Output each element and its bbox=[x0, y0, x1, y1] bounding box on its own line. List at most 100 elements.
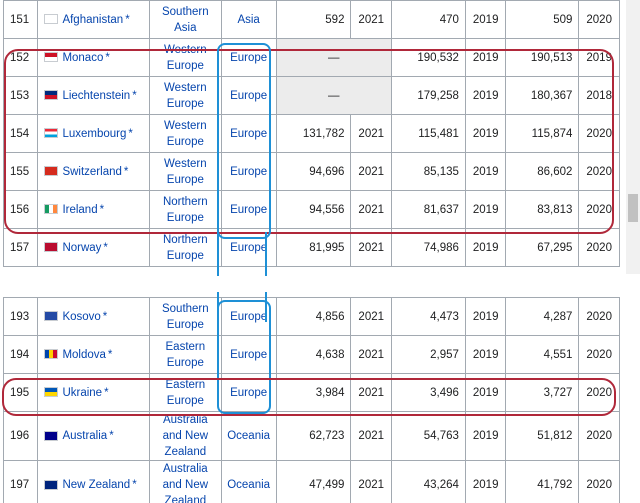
continent-link[interactable]: Oceania bbox=[220, 411, 277, 461]
country-cell[interactable]: Luxembourg * bbox=[37, 114, 150, 153]
gdp-table-top: 151 Afghanistan * Southern Asia Asia 592 2021 4… bbox=[2, 0, 620, 267]
country-cell[interactable]: Monaco * bbox=[37, 38, 150, 77]
ireland-flag-icon bbox=[44, 204, 59, 215]
country-link[interactable]: Luxembourg bbox=[62, 127, 127, 140]
gdp-value-2: 470 bbox=[390, 0, 466, 39]
table-row: 197 New Zealand * Australia and New Zealand… bbox=[2, 460, 620, 503]
switzerland-flag-icon bbox=[44, 166, 59, 177]
subregion-link[interactable]: Western Europe bbox=[148, 114, 222, 153]
gdp-year-1: 2021 bbox=[350, 114, 392, 153]
gdp-value-1: 81,995 bbox=[275, 228, 352, 267]
country-cell[interactable]: Switzerland * bbox=[37, 152, 150, 191]
reference-mark[interactable]: * bbox=[104, 386, 109, 399]
subregion-link[interactable]: Southern Asia bbox=[148, 0, 222, 39]
gdp-value-3: 83,813 bbox=[505, 190, 580, 229]
country-cell[interactable]: Kosovo * bbox=[37, 297, 150, 336]
rank-cell: 194 bbox=[2, 335, 39, 374]
subregion-link[interactable]: Southern Europe bbox=[148, 297, 222, 336]
reference-mark[interactable]: * bbox=[102, 310, 108, 323]
subregion-link[interactable]: Australia and New Zealand bbox=[148, 411, 222, 461]
gdp-value-2: 190,532 bbox=[390, 38, 466, 77]
gdp-value-3: 3,727 bbox=[505, 373, 580, 412]
continent-link[interactable]: Europe bbox=[220, 297, 277, 336]
continent-link[interactable]: Asia bbox=[220, 0, 277, 39]
gdp-year-1: 2021 bbox=[350, 297, 392, 336]
gdp-year-2: 2019 bbox=[464, 152, 507, 191]
country-link[interactable]: Afghanistan bbox=[62, 13, 124, 26]
country-link[interactable]: Kosovo bbox=[62, 310, 101, 323]
country-link[interactable]: Ireland bbox=[62, 203, 98, 216]
reference-mark[interactable]: * bbox=[123, 165, 129, 178]
country-cell[interactable]: Afghanistan * bbox=[37, 0, 150, 39]
table-row: 151 Afghanistan * Southern Asia Asia 592 2021 4… bbox=[2, 0, 620, 39]
reference-mark[interactable]: * bbox=[132, 479, 137, 491]
gdp-value-1: 94,556 bbox=[275, 190, 352, 229]
country-link[interactable]: Ukraine bbox=[62, 386, 103, 399]
reference-mark[interactable]: * bbox=[125, 13, 130, 26]
continent-link[interactable]: Europe bbox=[220, 335, 277, 374]
gdp-value-2: 179,258 bbox=[390, 76, 466, 115]
gdp-table-bottom: 193 Kosovo * Southern Europe Europe 4,856 2021… bbox=[2, 297, 620, 503]
gdp-year-1: 2021 bbox=[350, 0, 392, 39]
reference-mark[interactable]: * bbox=[107, 348, 113, 361]
gdp-year-3: 2020 bbox=[578, 152, 620, 191]
gdp-value-2: 81,637 bbox=[390, 190, 466, 229]
country-link[interactable]: Liechtenstein bbox=[62, 89, 131, 102]
gdp-value-1: 47,499 bbox=[275, 460, 352, 503]
country-link[interactable]: Switzerland bbox=[62, 165, 122, 178]
country-link[interactable]: Norway bbox=[62, 241, 102, 254]
subregion-link[interactable]: Northern Europe bbox=[148, 228, 222, 267]
country-link[interactable]: New Zealand bbox=[62, 479, 131, 491]
gdp-value-3: 67,295 bbox=[505, 228, 580, 267]
table-row: 193 Kosovo * Southern Europe Europe 4,856 2021… bbox=[2, 297, 620, 336]
continent-link[interactable]: Europe bbox=[220, 373, 277, 412]
gdp-value-1: 592 bbox=[275, 0, 352, 39]
reference-mark[interactable]: * bbox=[109, 430, 114, 442]
table-row: 152 Monaco * Western Europe Europe —190,532 20… bbox=[2, 38, 620, 77]
gdp-year-2: 2019 bbox=[464, 114, 507, 153]
continent-link[interactable]: Europe bbox=[220, 76, 277, 115]
scrollbar-thumb[interactable] bbox=[628, 194, 638, 222]
continent-link[interactable]: Europe bbox=[220, 152, 277, 191]
continent-link[interactable]: Europe bbox=[220, 38, 277, 77]
country-link[interactable]: Monaco bbox=[62, 51, 104, 64]
reference-mark[interactable]: * bbox=[103, 241, 108, 254]
country-cell[interactable]: Australia * bbox=[37, 411, 150, 461]
gdp-value-1: 4,856 bbox=[275, 297, 352, 336]
country-cell[interactable]: Moldova * bbox=[37, 335, 150, 374]
subregion-link[interactable]: Australia and New Zealand bbox=[148, 460, 222, 503]
subregion-link[interactable]: Northern Europe bbox=[148, 190, 222, 229]
country-cell[interactable]: Liechtenstein * bbox=[37, 76, 150, 115]
gdp-year-3: 2020 bbox=[578, 460, 620, 503]
reference-mark[interactable]: * bbox=[128, 127, 133, 140]
country-link[interactable]: Moldova bbox=[62, 348, 106, 361]
gdp-year-1: 2021 bbox=[350, 373, 392, 412]
continent-link[interactable]: Europe bbox=[220, 190, 277, 229]
subregion-link[interactable]: Western Europe bbox=[148, 38, 222, 77]
continent-link[interactable]: Europe bbox=[220, 114, 277, 153]
country-cell[interactable]: New Zealand * bbox=[37, 460, 150, 503]
country-link[interactable]: Australia bbox=[62, 430, 108, 442]
reference-mark[interactable]: * bbox=[105, 51, 110, 64]
scrollbar-track[interactable] bbox=[626, 0, 640, 274]
gdp-year-2: 2019 bbox=[464, 228, 507, 267]
subregion-link[interactable]: Eastern Europe bbox=[148, 373, 222, 412]
subregion-link[interactable]: Eastern Europe bbox=[148, 335, 222, 374]
reference-mark[interactable]: * bbox=[132, 89, 137, 102]
reference-mark[interactable]: * bbox=[99, 203, 105, 216]
gdp-value-3: 4,551 bbox=[505, 335, 580, 374]
continent-link[interactable]: Oceania bbox=[220, 460, 277, 503]
table-row: 153 Liechtenstein * Western Europe Europe —17… bbox=[2, 76, 620, 115]
gdp-value-1: 3,984 bbox=[275, 373, 352, 412]
country-cell[interactable]: Ireland * bbox=[37, 190, 150, 229]
country-cell[interactable]: Ukraine * bbox=[37, 373, 150, 412]
gdp-year-3: 2019 bbox=[578, 38, 620, 77]
country-cell[interactable]: Norway * bbox=[37, 228, 150, 267]
gdp-year-1: 2021 bbox=[350, 460, 392, 503]
australia-flag-icon bbox=[44, 430, 59, 441]
subregion-link[interactable]: Western Europe bbox=[148, 152, 222, 191]
subregion-link[interactable]: Western Europe bbox=[148, 76, 222, 115]
gdp-value-2: 2,957 bbox=[390, 335, 466, 374]
continent-link[interactable]: Europe bbox=[220, 228, 277, 267]
table-row: 154 Luxembourg * Western Europe Europe 131,78… bbox=[2, 114, 620, 153]
